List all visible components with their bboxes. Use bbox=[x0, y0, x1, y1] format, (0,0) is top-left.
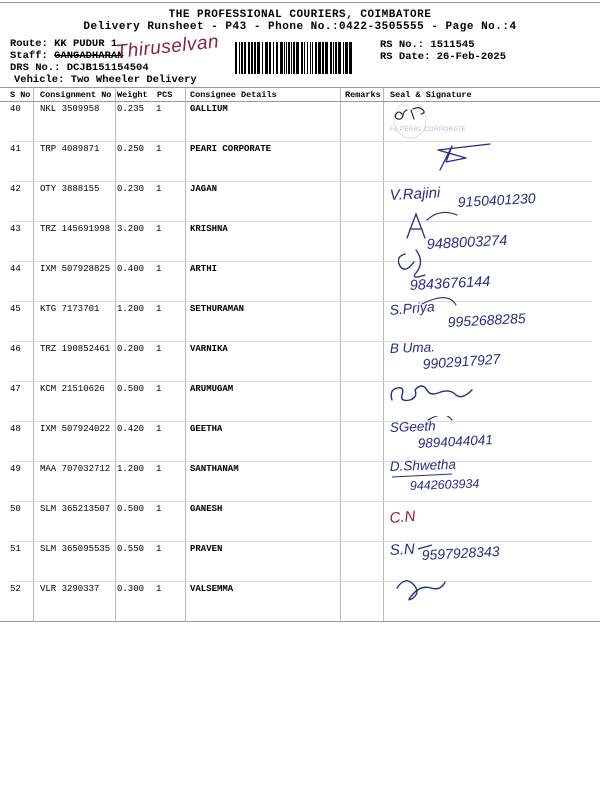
svg-text:SGeeth: SGeeth bbox=[390, 418, 436, 435]
svg-text:9894044041: 9894044041 bbox=[417, 432, 493, 451]
svg-text:9597928343: 9597928343 bbox=[421, 543, 500, 563]
svg-text:C.N: C.N bbox=[390, 508, 416, 527]
svg-text:Fo PEARL CORPORATE: Fo PEARL CORPORATE bbox=[390, 126, 466, 133]
svg-text:9150401230: 9150401230 bbox=[457, 190, 536, 210]
svg-text:9952688285: 9952688285 bbox=[447, 310, 526, 330]
svg-text:V.Rajini: V.Rajini bbox=[390, 184, 441, 204]
svg-text:B Uma.: B Uma. bbox=[390, 339, 435, 356]
svg-text:9442603934: 9442603934 bbox=[410, 477, 480, 493]
svg-text:9843676144: 9843676144 bbox=[409, 274, 490, 294]
svg-text:D.Shwetha: D.Shwetha bbox=[390, 457, 457, 474]
svg-text:S.N: S.N bbox=[390, 541, 415, 559]
